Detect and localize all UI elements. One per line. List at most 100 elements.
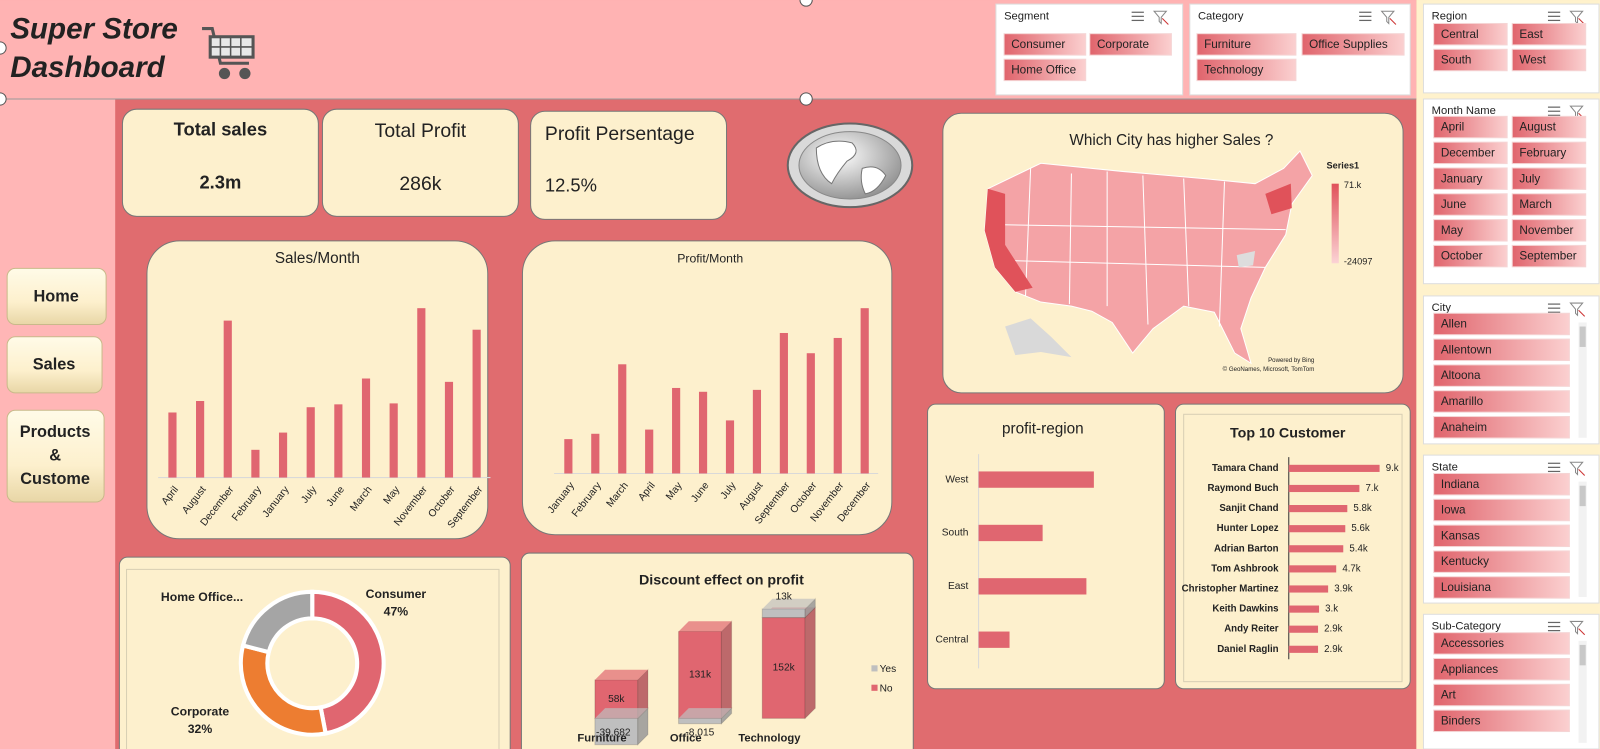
slicer-button[interactable]	[1511, 193, 1587, 216]
us-outline	[984, 150, 1313, 365]
bar	[1288, 565, 1337, 573]
slicer-button[interactable]	[1433, 48, 1508, 72]
bar	[564, 439, 573, 474]
slicer-button-label: July	[1519, 172, 1540, 185]
bar-segment-front	[678, 717, 722, 725]
slicer-button[interactable]	[1433, 576, 1570, 599]
clear-filter-icon[interactable]	[1152, 10, 1168, 25]
clear-filter-icon[interactable]	[1569, 620, 1584, 635]
bar-segment-top	[594, 708, 648, 719]
scrollbar[interactable]	[1578, 481, 1587, 597]
slicer-button[interactable]	[1511, 22, 1587, 46]
bar-segment-front	[761, 617, 806, 719]
bar-segment	[761, 597, 816, 619]
data-label: 9.k	[1386, 463, 1399, 474]
slicer-button[interactable]	[1433, 498, 1570, 522]
slicer-button[interactable]	[1433, 364, 1570, 387]
slicer-button[interactable]	[1511, 48, 1587, 72]
slicer-button[interactable]	[1433, 657, 1570, 681]
dashboard-title: Dashboard	[10, 51, 165, 84]
slicer-button[interactable]	[1003, 33, 1087, 56]
slicer-button[interactable]	[1433, 312, 1570, 336]
bar	[978, 524, 1043, 542]
slicer-button-label: South	[1441, 54, 1472, 67]
slicer-button[interactable]	[1433, 550, 1570, 573]
data-label: 13k	[775, 591, 792, 602]
slicer-button[interactable]	[1301, 33, 1405, 56]
slicer: City Allen Allentown Altoona Amarillo Anaheim	[1422, 295, 1600, 445]
slicer-button[interactable]	[1433, 472, 1570, 496]
nav-button[interactable]	[6, 267, 107, 326]
data-label: 7.k	[1366, 483, 1379, 494]
slicer-button[interactable]	[1511, 141, 1587, 165]
slicer-button[interactable]	[1003, 58, 1087, 82]
chart-title: profit-region	[1002, 421, 1084, 438]
clear-filter-icon[interactable]	[1380, 10, 1395, 25]
slicer-button[interactable]	[1511, 115, 1587, 139]
slicer-title: Region	[1432, 10, 1468, 22]
clear-filter-icon[interactable]	[1569, 461, 1584, 476]
slicer-button[interactable]	[1433, 22, 1508, 46]
cart-wheel	[218, 67, 231, 80]
slicer-button[interactable]	[1433, 193, 1508, 216]
bar	[389, 403, 398, 478]
slicer-button[interactable]	[1433, 141, 1508, 165]
nav-button[interactable]	[6, 409, 105, 503]
slicer-title: State	[1432, 461, 1458, 473]
bar	[645, 429, 654, 474]
slicer-button[interactable]	[1511, 219, 1587, 242]
scrollbar-thumb[interactable]	[1579, 644, 1586, 666]
legend-swatch	[871, 684, 878, 691]
slicer-button-label: May	[1441, 224, 1463, 237]
nav-label: Custome	[20, 470, 90, 488]
state-highlight	[1265, 183, 1292, 215]
slicer: Sub-Category Accessories Appliances Art Bind…	[1422, 613, 1600, 749]
slicer-button[interactable]	[1433, 416, 1570, 439]
slicer-button[interactable]	[1433, 115, 1508, 139]
clear-filter-icon[interactable]	[1569, 302, 1584, 317]
scrollbar[interactable]	[1578, 640, 1587, 743]
slicer-button[interactable]	[1433, 524, 1570, 548]
bar-segment	[678, 706, 733, 725]
slicer-button[interactable]	[1433, 709, 1570, 733]
slicer-button[interactable]	[1433, 167, 1508, 190]
slicer-button[interactable]	[1433, 632, 1570, 655]
y-tick-label: East	[948, 581, 969, 592]
slicer-button-label: West	[1519, 54, 1546, 67]
selection-handle	[0, 41, 7, 55]
slicer-button[interactable]	[1089, 33, 1172, 56]
plot-frame	[1183, 413, 1403, 683]
bar	[334, 404, 343, 478]
slicer-button[interactable]	[1433, 338, 1570, 362]
scrollbar-thumb[interactable]	[1579, 485, 1586, 507]
clear-filter-x	[1578, 628, 1586, 636]
slicer-button[interactable]	[1511, 167, 1587, 190]
slicer-button[interactable]	[1433, 683, 1570, 707]
bar	[978, 578, 1087, 595]
slicer-button[interactable]	[1433, 219, 1508, 242]
bar	[1288, 585, 1329, 593]
kpi-label: Profit Persentage	[545, 123, 695, 145]
bar	[752, 389, 762, 474]
clear-filter-x	[1161, 18, 1169, 25]
bar	[306, 407, 315, 478]
bar-segment-front	[761, 608, 806, 619]
nav-button[interactable]	[6, 336, 103, 394]
slicer-button-label: September	[1519, 250, 1576, 263]
slicer-button[interactable]	[1196, 33, 1297, 56]
chart-frame	[118, 556, 511, 749]
bar	[1288, 464, 1380, 472]
bar	[1288, 525, 1346, 533]
slicer-items: Furniture Office Supplies Technology	[1196, 33, 1405, 82]
slicer-button-label: August	[1519, 121, 1556, 134]
slicer-button[interactable]	[1511, 244, 1587, 268]
slicer-button[interactable]	[1196, 58, 1297, 82]
bar-segment	[678, 620, 733, 720]
slicer-button[interactable]	[1433, 390, 1570, 413]
scrollbar[interactable]	[1578, 322, 1587, 438]
slicer-button-label: April	[1441, 121, 1464, 134]
scrollbar-thumb[interactable]	[1579, 326, 1586, 347]
chart-frame	[521, 240, 893, 536]
slicer-button[interactable]	[1433, 244, 1508, 268]
